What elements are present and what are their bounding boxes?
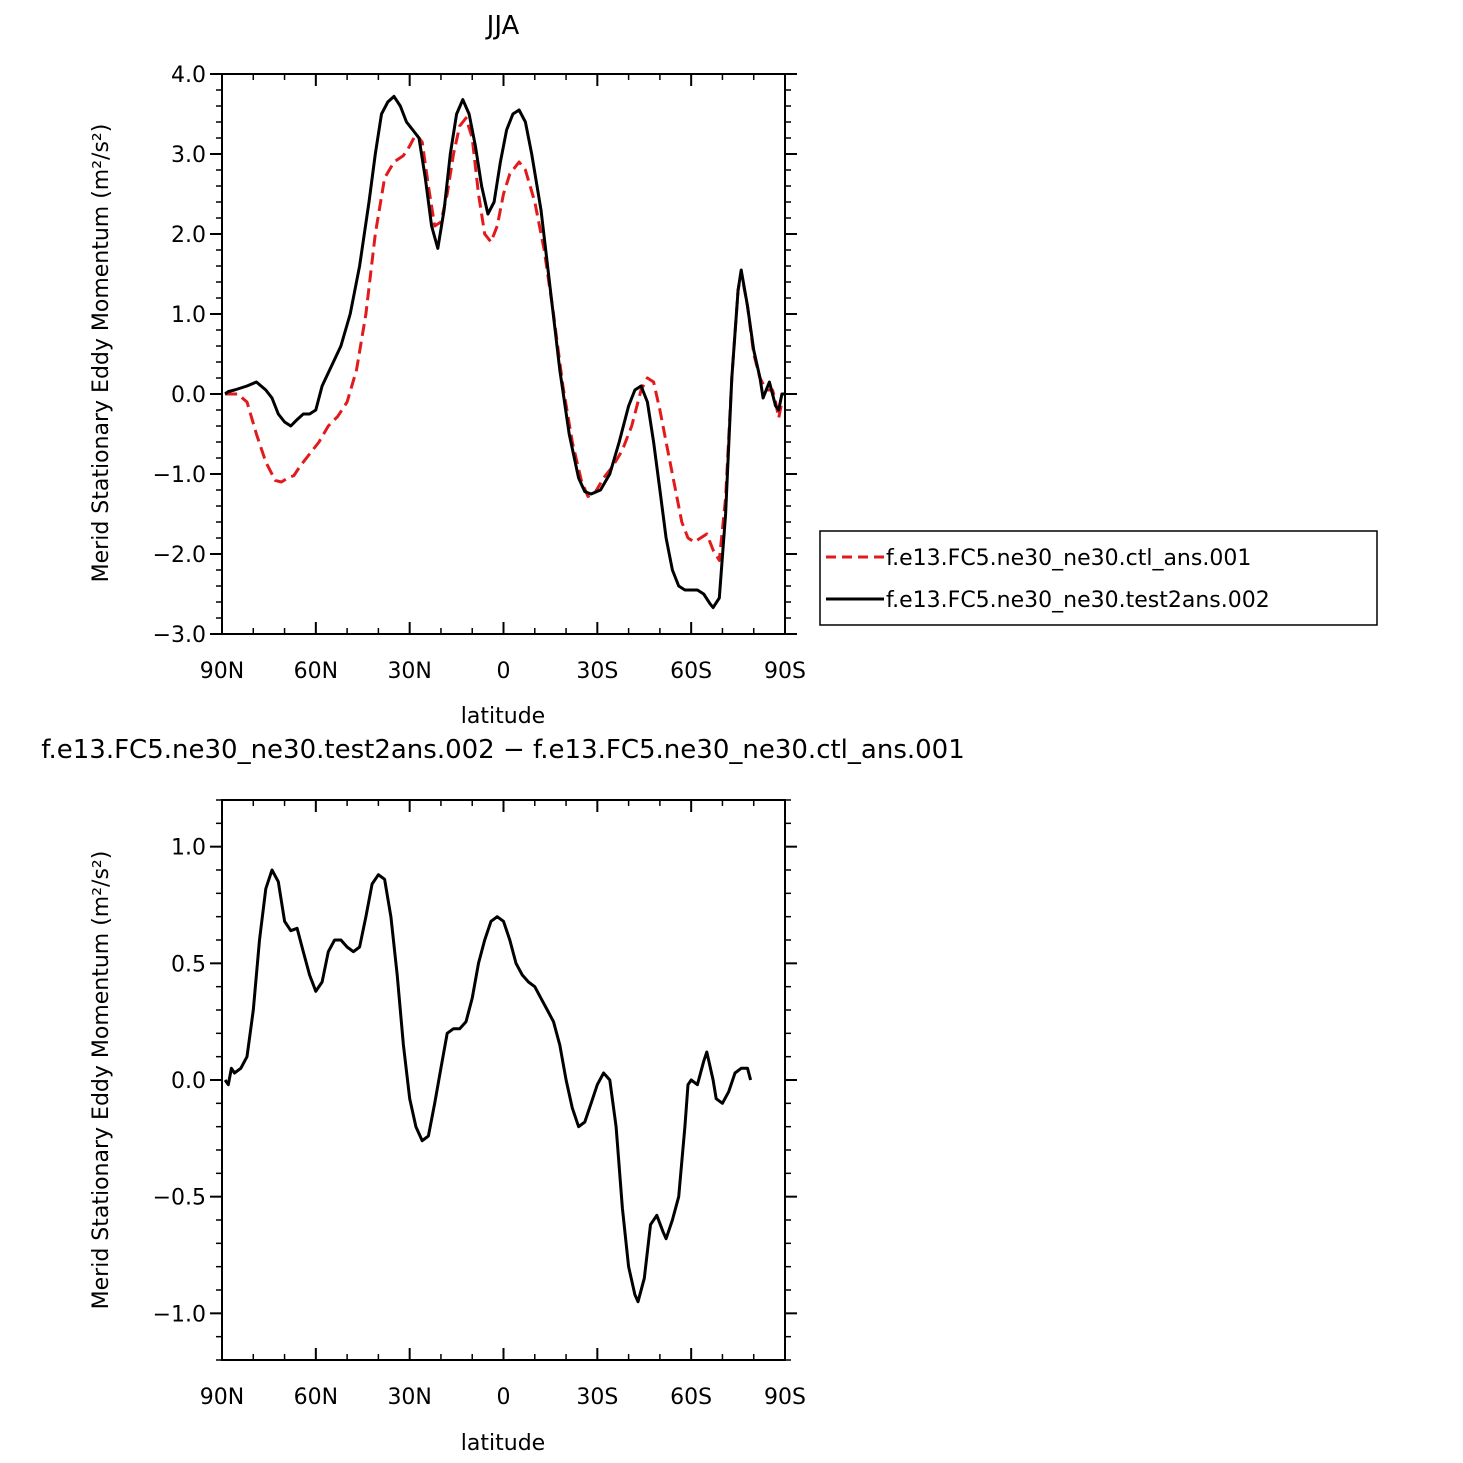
legend: f.e13.FC5.ne30_ne30.ctl_ans.001 f.e13.FC… — [819, 530, 1378, 626]
x-tick-label: 90N — [200, 1385, 244, 1410]
series-line-1 — [224, 94, 785, 610]
x-tick-label: 0 — [497, 1385, 511, 1410]
legend-label-ctl: f.e13.FC5.ne30_ne30.ctl_ans.001 — [886, 546, 1251, 571]
x-tick-label: 60N — [294, 659, 338, 684]
y-tick-label: 4.0 — [171, 63, 206, 88]
x-tick-label: 30S — [576, 659, 618, 684]
chart-title: JJA — [485, 11, 520, 41]
legend-box — [819, 530, 1378, 626]
series-line-0 — [223, 868, 753, 1304]
x-tick-label: 90N — [200, 659, 244, 684]
series-lines — [224, 94, 785, 610]
x-tick-label: 60S — [670, 659, 712, 684]
y-tick-label: 0.5 — [171, 952, 206, 977]
x-tick-label: 0 — [497, 659, 511, 684]
x-tick-label: 90S — [764, 1385, 806, 1410]
plot-frame — [221, 73, 786, 635]
y-tick-label: −0.5 — [153, 1186, 206, 1211]
x-tick-label: 30N — [387, 659, 431, 684]
y-tick-label: −2.0 — [153, 543, 206, 568]
y-tick-label: 1.0 — [171, 836, 206, 861]
y-tick-label: 0.0 — [171, 383, 206, 408]
x-tick-label: 60S — [670, 1385, 712, 1410]
y-axis-label: Merid Stationary Eddy Momentum (m²/s²) — [89, 124, 114, 583]
axis-ticks: 90N 60N 30N 0 30S 60S 90S 1.0 0.5 0.0 −0.5 −1.0 — [153, 799, 806, 1410]
y-tick-label: 1.0 — [171, 303, 206, 328]
x-tick-label: 30N — [387, 1385, 431, 1410]
series-lines — [223, 868, 753, 1304]
y-tick-label: 3.0 — [171, 143, 206, 168]
panel-bottom: f.e13.FC5.ne30_ne30.test2ans.002 − f.e13… — [41, 735, 965, 1456]
y-tick-label: −3.0 — [153, 623, 206, 648]
x-axis-label: latitude — [461, 1431, 545, 1456]
axis-ticks: 90N 60N 30N 0 30S 60S 90S 4.0 3.0 2.0 1.0 0.0 −1.0 −2… — [153, 63, 806, 684]
y-tick-label: 2.0 — [171, 223, 206, 248]
y-tick-label: −1.0 — [153, 1302, 206, 1327]
x-tick-label: 30S — [576, 1385, 618, 1410]
y-tick-label: −1.0 — [153, 463, 206, 488]
plot-frame — [221, 799, 786, 1361]
y-tick-label: 0.0 — [171, 1069, 206, 1094]
x-tick-label: 90S — [764, 659, 806, 684]
y-axis-label: Merid Stationary Eddy Momentum (m²/s²) — [89, 851, 114, 1310]
panel-top: JJA Merid Stationary Eddy Momentum (m²/s… — [89, 11, 806, 729]
x-axis-label: latitude — [461, 704, 545, 729]
difference-title: f.e13.FC5.ne30_ne30.test2ans.002 − f.e13… — [41, 735, 965, 765]
legend-label-test: f.e13.FC5.ne30_ne30.test2ans.002 — [886, 588, 1270, 613]
series-line-0 — [225, 116, 784, 562]
x-tick-label: 60N — [294, 1385, 338, 1410]
